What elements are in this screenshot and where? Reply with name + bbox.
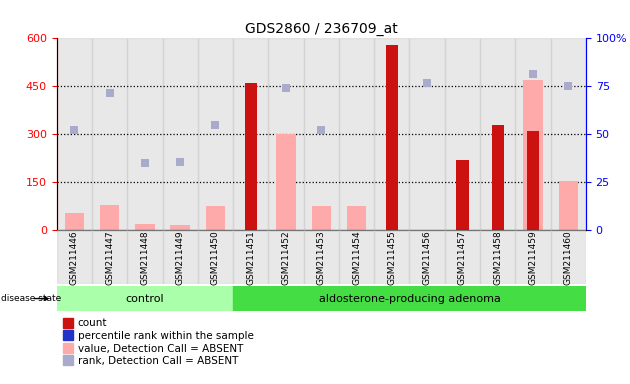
Bar — [57, 38, 92, 230]
Bar — [374, 230, 410, 284]
Bar — [233, 38, 268, 230]
Bar — [233, 230, 268, 284]
Bar — [57, 286, 233, 311]
Text: GSM211447: GSM211447 — [105, 230, 114, 285]
Text: GSM211451: GSM211451 — [246, 230, 255, 285]
Bar — [491, 125, 504, 230]
Text: GSM211459: GSM211459 — [529, 230, 537, 285]
Text: aldosterone-producing adenoma: aldosterone-producing adenoma — [319, 293, 500, 304]
Bar — [198, 230, 233, 284]
Bar — [268, 38, 304, 230]
Bar — [445, 230, 480, 284]
Bar — [347, 207, 366, 230]
Bar — [515, 230, 551, 284]
Bar — [57, 230, 92, 284]
Bar — [92, 230, 127, 284]
Legend: count, percentile rank within the sample, value, Detection Call = ABSENT, rank, : count, percentile rank within the sample… — [62, 316, 256, 368]
Text: GSM211450: GSM211450 — [211, 230, 220, 285]
Bar — [304, 230, 339, 284]
Bar — [374, 38, 410, 230]
Bar — [339, 38, 374, 230]
Bar — [524, 80, 542, 230]
Text: disease state: disease state — [1, 294, 61, 303]
Bar — [527, 131, 539, 230]
Bar — [480, 230, 515, 284]
Bar — [312, 207, 331, 230]
Bar — [386, 45, 398, 230]
Bar — [198, 38, 233, 230]
Bar — [127, 230, 163, 284]
Text: GSM211449: GSM211449 — [176, 230, 185, 285]
Text: GSM211456: GSM211456 — [423, 230, 432, 285]
Text: GSM211446: GSM211446 — [70, 230, 79, 285]
Text: GSM211458: GSM211458 — [493, 230, 502, 285]
Text: GSM211457: GSM211457 — [458, 230, 467, 285]
Bar — [515, 38, 551, 230]
Bar — [456, 160, 469, 230]
Text: GSM211454: GSM211454 — [352, 230, 361, 285]
Title: GDS2860 / 236709_at: GDS2860 / 236709_at — [245, 22, 398, 36]
Bar — [410, 230, 445, 284]
Bar — [277, 134, 295, 230]
Bar — [163, 230, 198, 284]
Bar — [100, 205, 119, 230]
Bar — [92, 38, 127, 230]
Text: control: control — [125, 293, 164, 304]
Bar — [339, 230, 374, 284]
Bar — [65, 213, 84, 230]
Text: GSM211448: GSM211448 — [140, 230, 149, 285]
Bar — [551, 38, 586, 230]
Bar — [206, 207, 225, 230]
Text: GSM211453: GSM211453 — [317, 230, 326, 285]
Bar — [233, 286, 586, 311]
Bar — [135, 224, 154, 230]
Bar — [480, 38, 515, 230]
Bar — [163, 38, 198, 230]
Text: GSM211452: GSM211452 — [282, 230, 290, 285]
Bar — [127, 38, 163, 230]
Bar — [559, 181, 578, 230]
Bar — [268, 230, 304, 284]
Bar — [304, 38, 339, 230]
Text: GSM211455: GSM211455 — [387, 230, 396, 285]
Bar — [410, 38, 445, 230]
Bar — [445, 38, 480, 230]
Bar — [551, 230, 586, 284]
Text: GSM211460: GSM211460 — [564, 230, 573, 285]
Bar — [171, 225, 190, 230]
Bar — [244, 83, 257, 230]
